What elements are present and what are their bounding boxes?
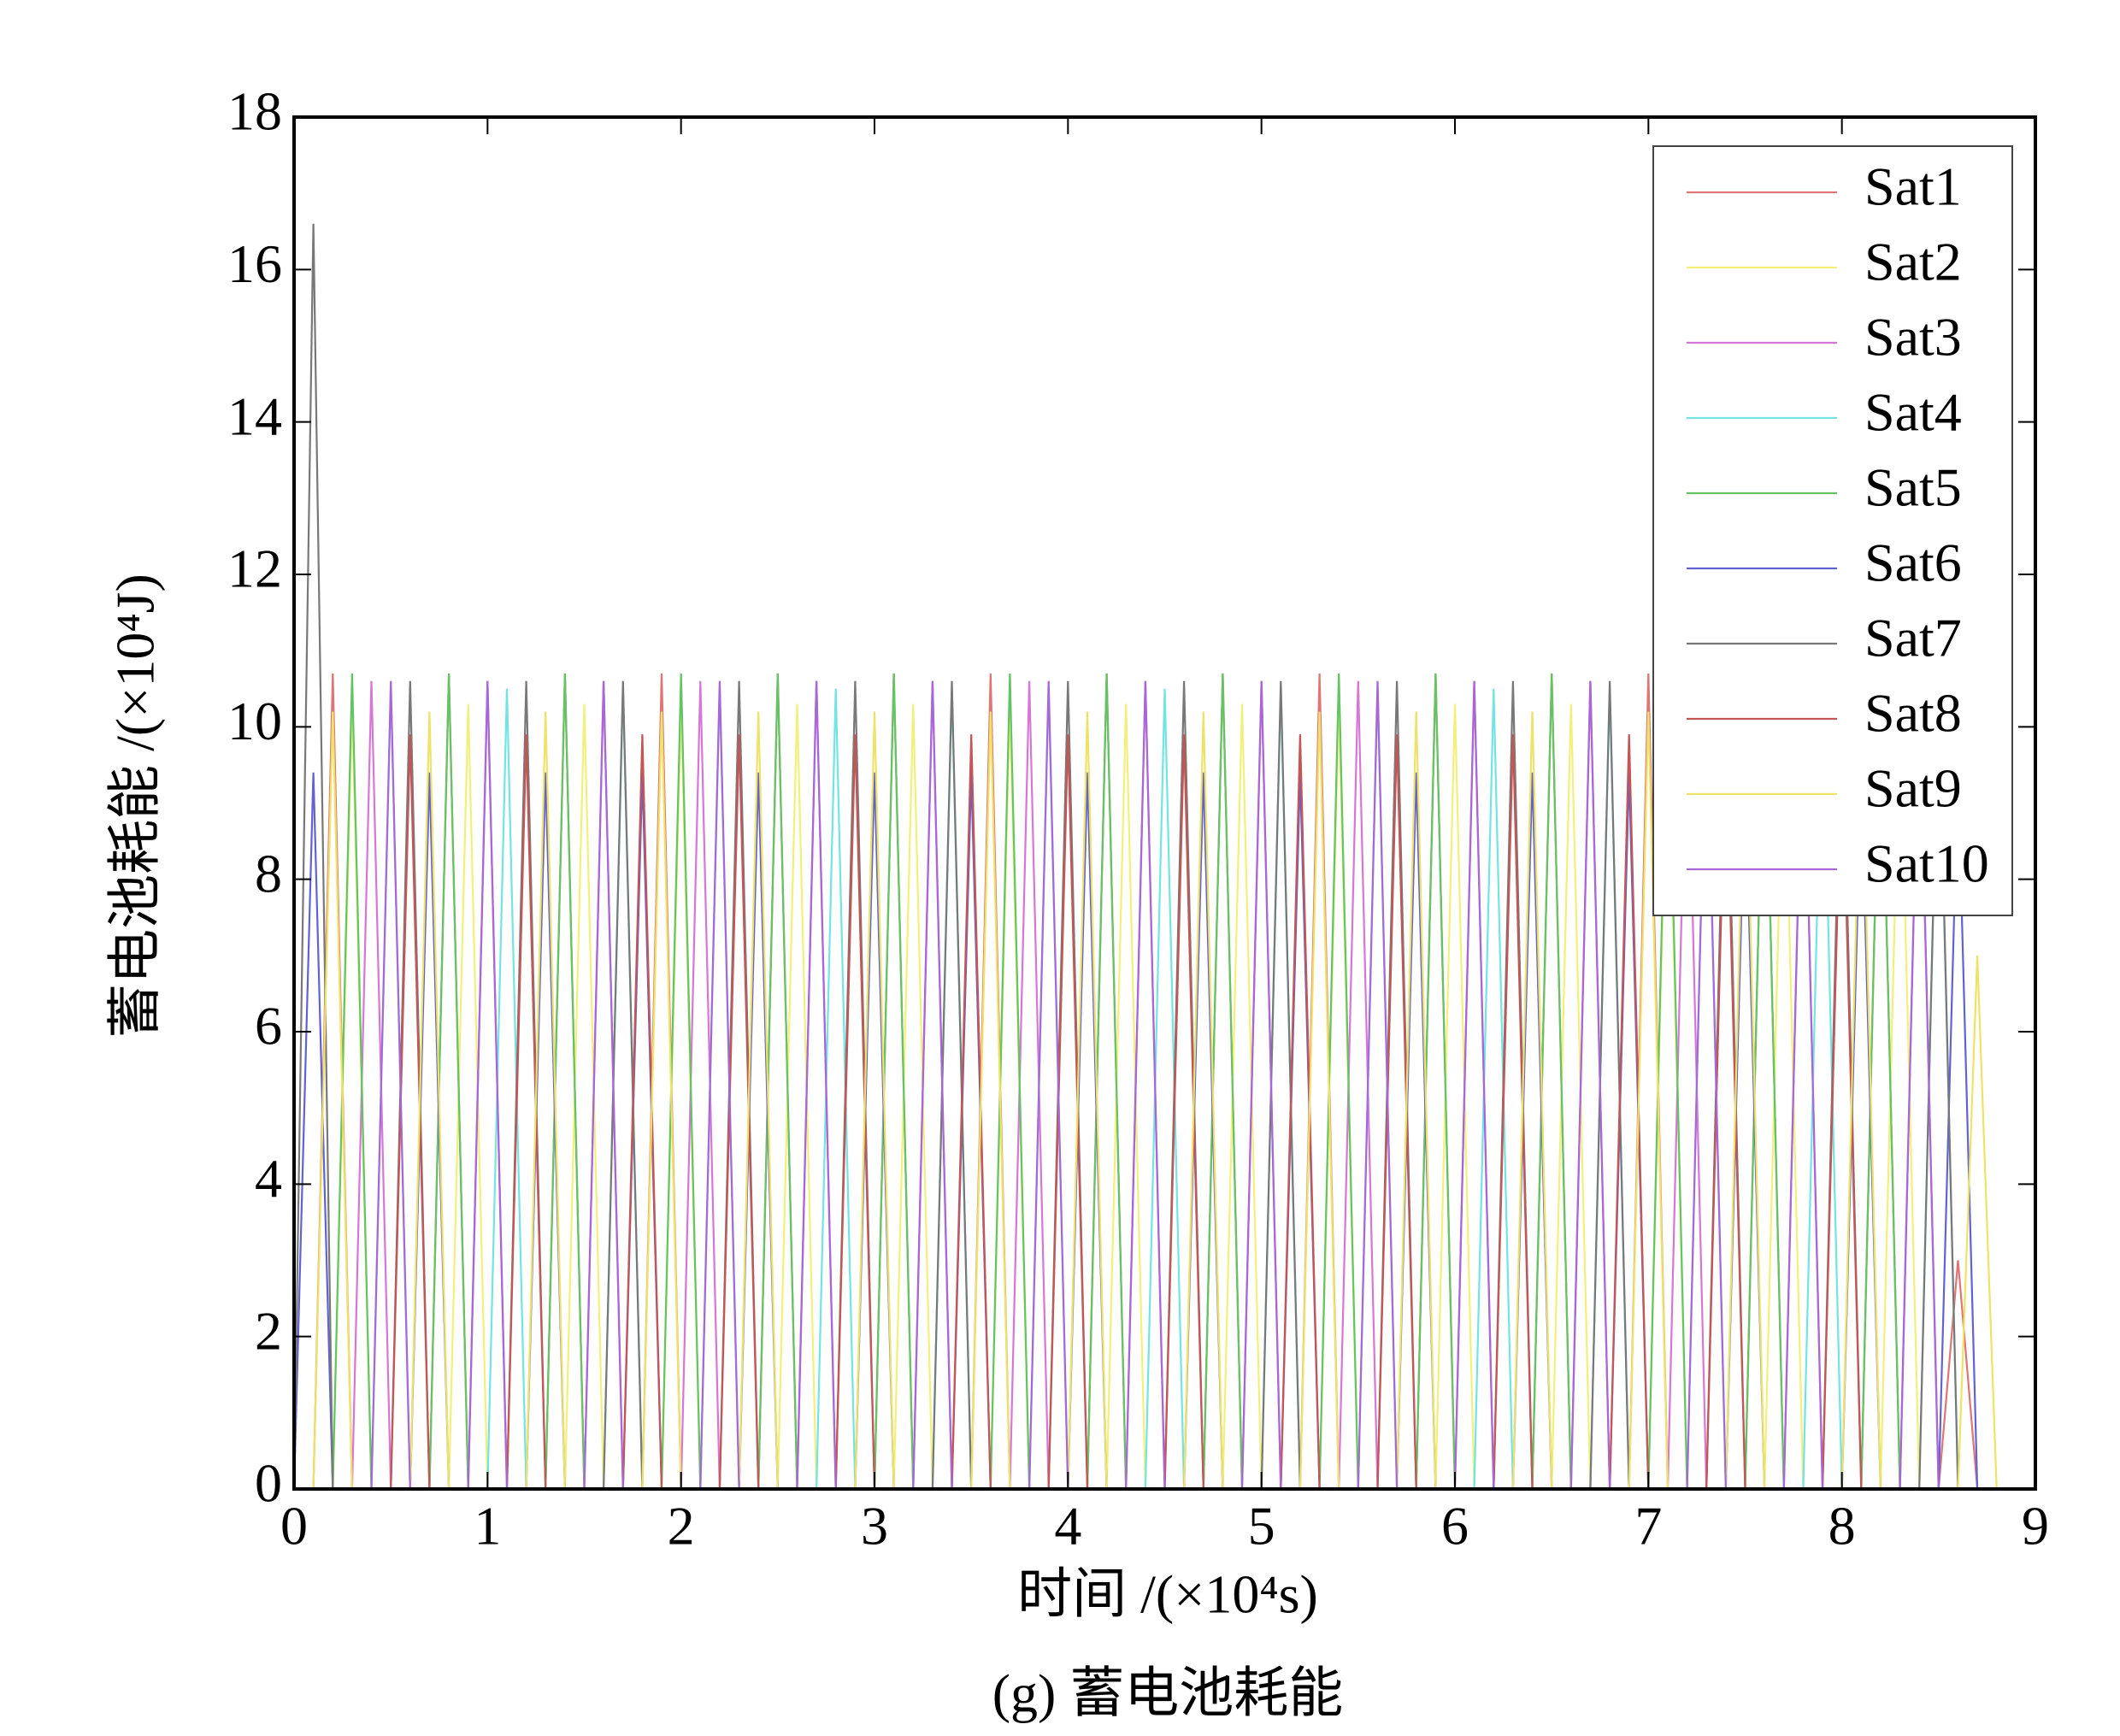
legend-label: Sat1 — [1864, 156, 1962, 217]
x-tick-label: 1 — [474, 1496, 501, 1557]
y-tick-label: 14 — [227, 385, 282, 446]
x-tick-label: 9 — [2022, 1496, 2049, 1557]
x-tick-label: 3 — [861, 1496, 888, 1557]
y-axis-label: 蓄电池耗能 /(×10⁴J) — [105, 574, 166, 1039]
legend-label: Sat9 — [1864, 758, 1962, 819]
legend-label: Sat8 — [1864, 683, 1962, 744]
legend-label: Sat10 — [1864, 833, 1989, 894]
legend-label: Sat2 — [1864, 232, 1962, 292]
y-tick-label: 2 — [255, 1300, 282, 1361]
x-tick-label: 2 — [668, 1496, 695, 1557]
legend-label: Sat5 — [1864, 457, 1962, 518]
y-tick-label: 16 — [227, 233, 282, 294]
x-tick-label: 5 — [1248, 1496, 1275, 1557]
y-tick-label: 12 — [227, 538, 282, 599]
legend-label: Sat6 — [1864, 533, 1962, 593]
x-tick-label: 8 — [1828, 1496, 1856, 1557]
x-tick-label: 4 — [1054, 1496, 1081, 1557]
legend-label: Sat3 — [1864, 307, 1962, 368]
legend-box — [1652, 145, 2013, 916]
y-tick-label: 4 — [255, 1148, 282, 1209]
plot-frame — [292, 115, 2037, 1491]
x-axis-label: 时间 /(×10⁴s) — [1017, 1564, 1318, 1625]
caption: (g) 蓄电池耗能 — [992, 1663, 1344, 1724]
legend-label: Sat7 — [1864, 608, 1962, 668]
y-tick-label: 18 — [227, 81, 282, 142]
x-tick-label: 0 — [280, 1496, 308, 1557]
legend-label: Sat4 — [1864, 382, 1962, 443]
y-tick-label: 0 — [255, 1453, 282, 1514]
x-tick-label: 7 — [1634, 1496, 1662, 1557]
y-tick-label: 8 — [255, 843, 282, 903]
x-tick-label: 6 — [1441, 1496, 1469, 1557]
y-tick-label: 6 — [255, 996, 282, 1056]
y-tick-label: 10 — [227, 691, 282, 751]
